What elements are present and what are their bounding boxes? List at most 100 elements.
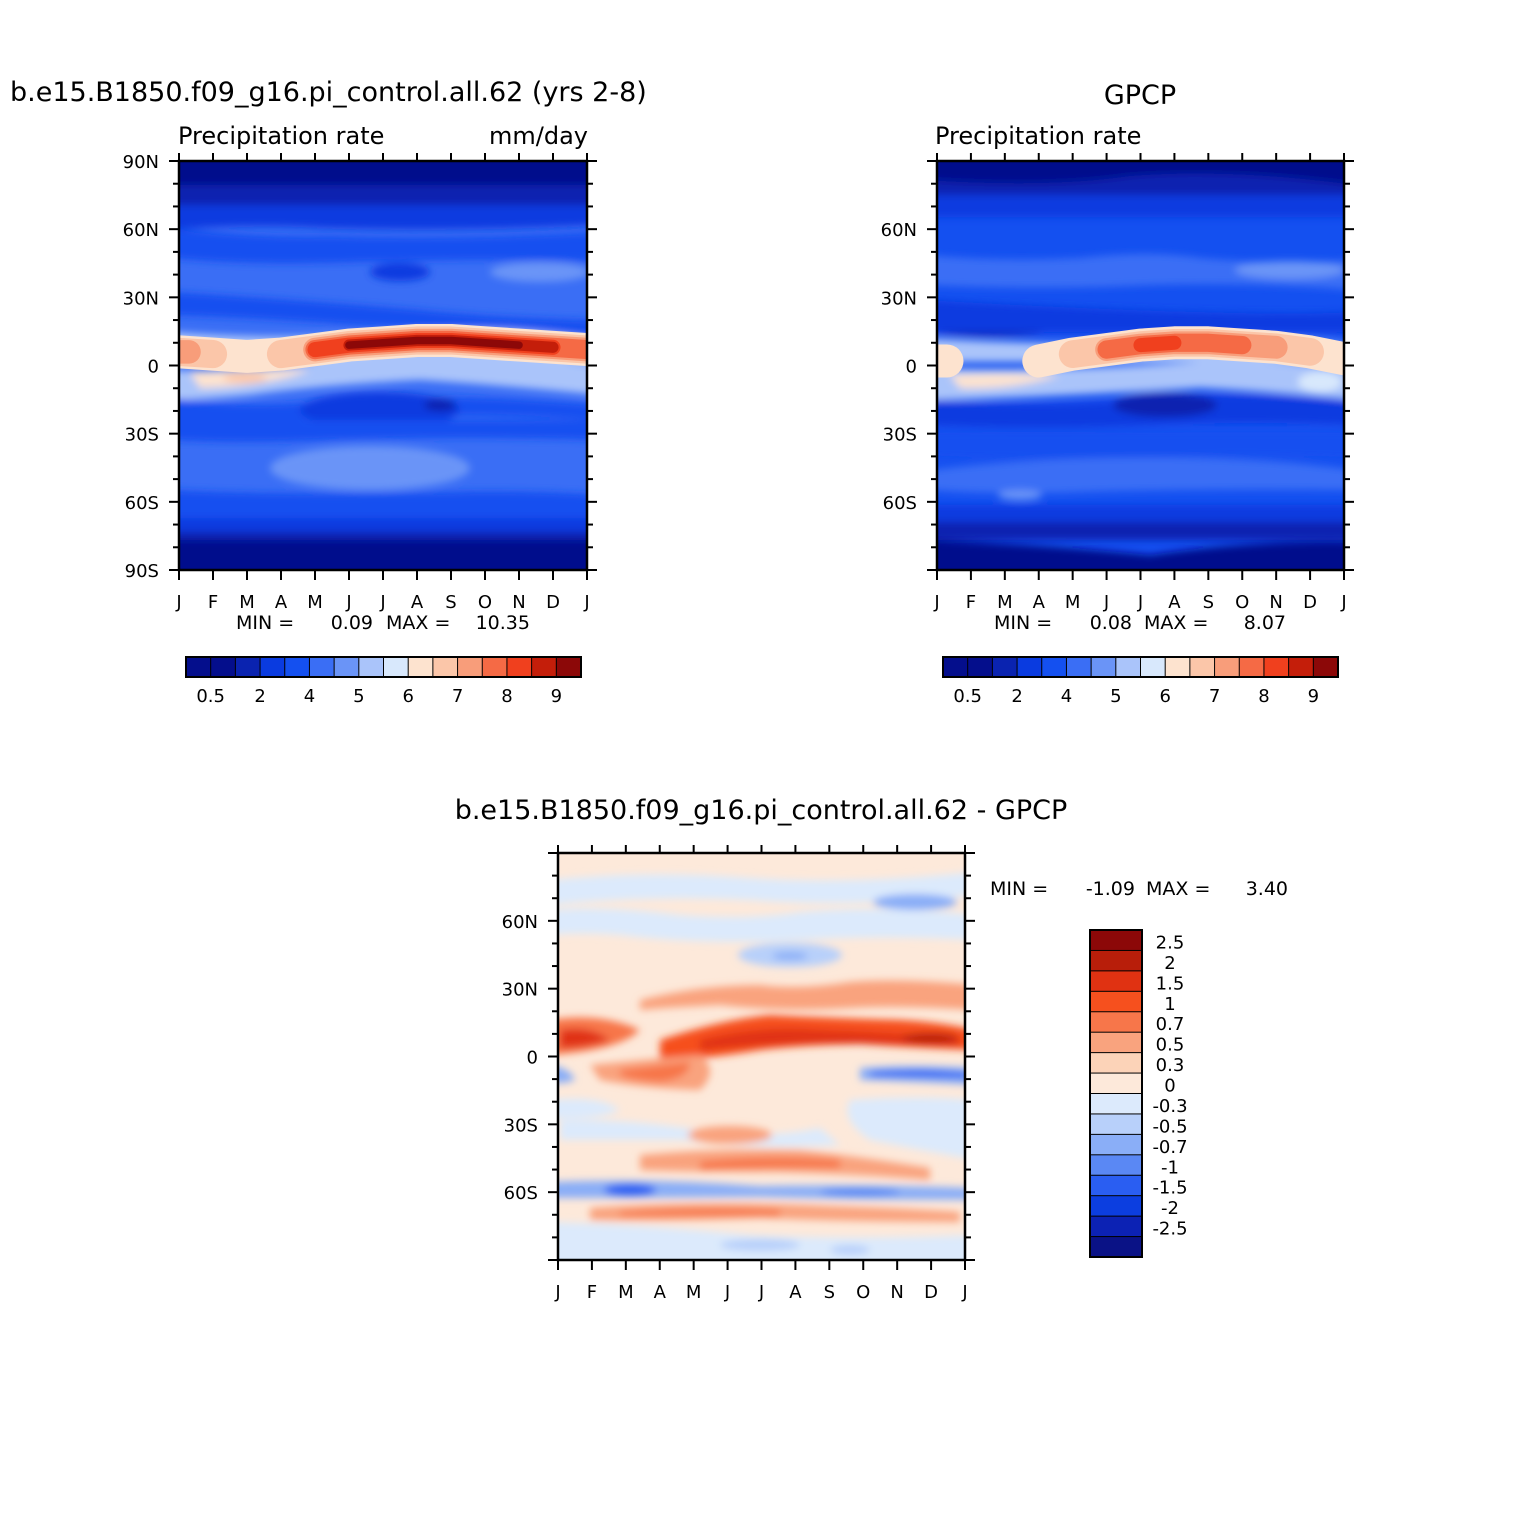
colorbar-label: 2 [254,686,265,707]
y-tick-label: 60S [504,1183,538,1204]
x-tick-label: A [789,1282,802,1303]
y-tick-label: 90S [125,561,159,582]
colorbar-label: 9 [551,686,562,707]
panel-gpcp-max-value: 8.07 [1244,612,1286,634]
panel-model-min-label: MIN = [236,612,294,634]
colorbar-box [967,656,994,678]
colorbar-box [259,656,286,678]
colorbar-box [481,656,508,678]
x-tick-label: N [512,592,525,613]
colorbar-label: 1.5 [1156,973,1185,994]
colorbar-box [407,656,434,678]
colorbar-box [1164,656,1191,678]
x-tick-label: S [824,1282,835,1303]
colorbar-box [333,656,360,678]
x-tick-label: J [1137,592,1143,613]
colorbar-label: -0.3 [1152,1096,1187,1117]
colorbar-box [1089,1154,1143,1177]
y-tick-label: 30N [881,288,917,309]
panel-gpcp-title: GPCP [1104,80,1176,111]
colorbar-label: -0.5 [1152,1116,1187,1137]
colorbar-box [1189,656,1216,678]
x-tick-label: M [1065,592,1081,613]
colorbar-box [1115,656,1142,678]
colorbar-label: 0.5 [953,686,982,707]
colorbar-box [185,656,212,678]
colorbar-box [284,656,311,678]
colorbar-box [234,656,262,678]
panel-gpcp-min-value: 0.08 [1090,612,1132,634]
x-tick-label: A [1033,592,1046,613]
colorbar-label: -0.7 [1152,1137,1187,1158]
colorbar-box [1089,1052,1143,1075]
colorbar-box [1089,1215,1143,1238]
colorbar-box [991,656,1019,678]
colorbar-box [1089,990,1143,1013]
colorbar-label: 2 [1164,953,1175,974]
colorbar-label: -1 [1161,1157,1179,1178]
x-tick-label: J [379,592,385,613]
itcz-contour-level-8 [1133,335,1182,353]
x-tick-label: O [856,1282,870,1303]
x-tick-label: A [654,1282,667,1303]
colorbar-label: 6 [402,686,413,707]
panel-model: b.e15.B1850.f09_g16.pi_control.all.62 (y… [10,77,647,707]
colorbar-box [1288,656,1315,678]
colorbar-label: 6 [1159,686,1170,707]
colorbar-label: 9 [1308,686,1319,707]
panel-model-variable-label: Precipitation rate [178,122,384,150]
colorbar-label: 2 [1011,686,1022,707]
colorbar-box [1089,1031,1143,1054]
panel-gpcp-colorbar: 0.5 2 4 5 6 7 8 9 [942,656,1339,707]
x-tick-label: A [1168,592,1181,613]
x-tick-label: F [966,592,976,613]
x-tick-label: F [587,1282,597,1303]
panel-gpcp-field [937,161,1344,570]
x-tick-label: M [618,1282,634,1303]
x-tick-label: J [758,1282,764,1303]
colorbar-label: 0.7 [1156,1014,1185,1035]
colorbar-box [1089,1011,1143,1034]
y-tick-label: 30S [504,1115,538,1136]
colorbar-label: 0.3 [1156,1055,1185,1076]
x-tick-label: J [933,592,939,613]
colorbar-label: 7 [452,686,463,707]
colorbar-label: -2 [1161,1198,1179,1219]
y-tick-label: 30S [883,425,917,446]
colorbar-box [1041,656,1068,678]
y-tick-label: 30N [123,288,159,309]
y-tick-label: 60N [123,220,159,241]
colorbar-box [1065,656,1093,678]
x-tick-label: N [890,1282,903,1303]
panel-diff-min-value: -1.09 [1086,878,1135,900]
panel-gpcp: GPCP Precipitation rate [881,80,1354,707]
panel-model-min-value: 0.09 [331,612,373,634]
colorbar-box [1090,656,1117,678]
panel-diff-max-value: 3.40 [1246,878,1288,900]
colorbar-box [432,656,459,678]
colorbar-box [1089,1174,1143,1197]
colorbar-box [531,656,558,678]
panel-model-title: b.e15.B1850.f09_g16.pi_control.all.62 (y… [10,77,647,108]
colorbar-box [1016,656,1043,678]
x-tick-label: D [1303,592,1317,613]
panel-diff: b.e15.B1850.f09_g16.pi_control.all.62 - … [455,795,1288,1303]
colorbar-box [1089,1236,1143,1258]
colorbar-label: 7 [1209,686,1220,707]
panel-gpcp-max-label: MAX = [1144,612,1208,634]
y-tick-label: 0 [527,1048,538,1069]
colorbar-label: 0.5 [1156,1035,1185,1056]
x-tick-label: J [961,1282,967,1303]
x-tick-label: D [924,1282,938,1303]
panel-diff-field [558,853,965,1260]
panel-diff-max-label: MAX = [1146,878,1210,900]
x-tick-label: J [1103,592,1109,613]
x-tick-label: J [175,592,181,613]
panel-gpcp-min-label: MIN = [994,612,1052,634]
colorbar-box [210,656,237,678]
colorbar-label: 4 [304,686,315,707]
colorbar-box [1214,656,1241,678]
colorbar-label: -1.5 [1152,1178,1187,1199]
